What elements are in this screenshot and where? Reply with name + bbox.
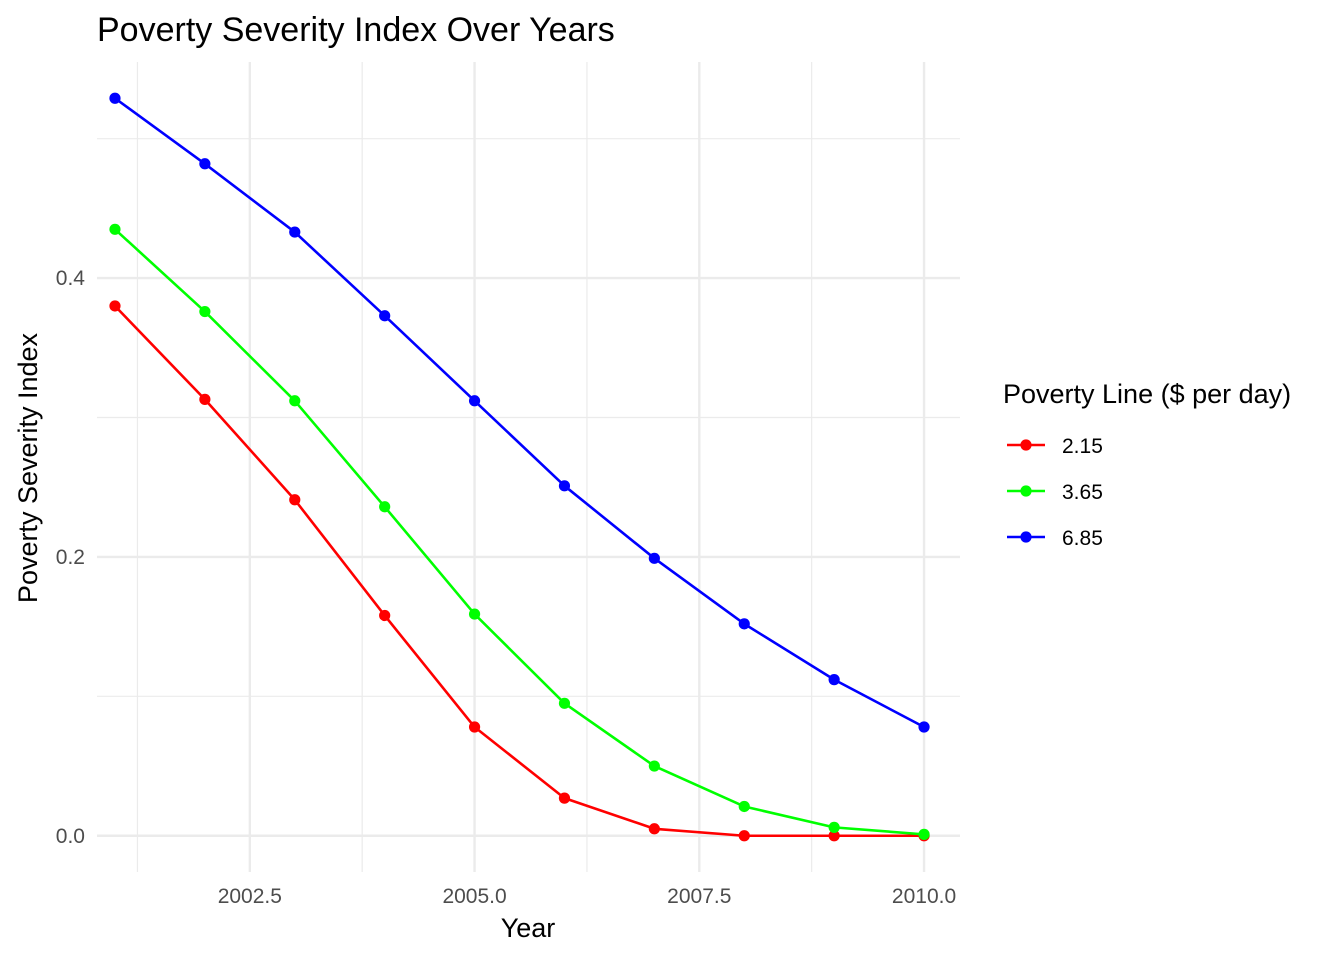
series-line — [114, 305, 925, 838]
data-point — [468, 721, 481, 733]
legend: Poverty Line ($ per day) 2.15 3.65 6.85 — [1003, 379, 1291, 550]
legend-label: 3.65 — [1062, 481, 1103, 504]
data-point — [918, 828, 930, 840]
legend-key-point — [1020, 485, 1032, 497]
data-point — [828, 674, 840, 686]
data-point — [379, 501, 391, 513]
legend-item: 3.65 — [1007, 481, 1103, 504]
data-point — [109, 223, 121, 235]
data-point — [828, 821, 840, 833]
data-point — [289, 395, 301, 407]
data-point — [918, 721, 930, 733]
data-point — [468, 608, 481, 620]
data-point — [199, 305, 211, 318]
series-3.65 — [109, 223, 930, 840]
data-point — [379, 310, 391, 322]
y-axis-ticks: 0.0 0.2 0.4 — [56, 267, 86, 848]
x-tick-label: 2007.5 — [667, 885, 731, 908]
x-axis-title: Year — [501, 913, 556, 943]
data-point — [738, 618, 750, 630]
legend-label: 6.85 — [1062, 527, 1103, 550]
series-line — [114, 97, 925, 729]
grid — [97, 62, 960, 872]
data-point — [199, 158, 211, 170]
legend-key-point — [1020, 531, 1032, 543]
x-tick-label: 2010.0 — [892, 885, 956, 908]
data-point — [738, 800, 750, 813]
data-point — [379, 609, 391, 622]
series-6.85 — [109, 92, 930, 733]
x-tick-label: 2005.0 — [442, 885, 506, 908]
data-point — [648, 823, 660, 835]
series-layer — [109, 92, 930, 842]
x-axis-ticks: 2002.5 2005.0 2007.5 2010.0 — [218, 885, 956, 908]
data-point — [289, 494, 301, 506]
legend-item: 6.85 — [1007, 527, 1103, 550]
x-tick-label: 2002.5 — [218, 885, 282, 908]
data-point — [109, 92, 121, 104]
y-tick-label: 0.2 — [56, 546, 85, 569]
y-tick-label: 0.4 — [56, 267, 86, 290]
y-tick-label: 0.0 — [56, 825, 85, 848]
data-point — [738, 830, 750, 842]
series-line — [114, 228, 925, 836]
data-point — [468, 395, 481, 407]
data-point — [199, 393, 211, 405]
data-point — [558, 792, 571, 804]
data-point — [828, 830, 840, 842]
data-point — [289, 226, 301, 238]
legend-key-point — [1020, 439, 1032, 451]
data-point — [648, 760, 660, 772]
y-axis-title: Poverty Severity Index — [13, 332, 43, 603]
data-point — [558, 480, 571, 492]
data-point — [109, 300, 121, 312]
data-point — [648, 552, 660, 564]
legend-label: 2.15 — [1062, 435, 1103, 458]
legend-title: Poverty Line ($ per day) — [1003, 379, 1291, 409]
data-point — [558, 697, 571, 709]
legend-item: 2.15 — [1007, 435, 1103, 458]
series-2.15 — [109, 300, 930, 842]
chart-title: Poverty Severity Index Over Years — [97, 11, 615, 49]
